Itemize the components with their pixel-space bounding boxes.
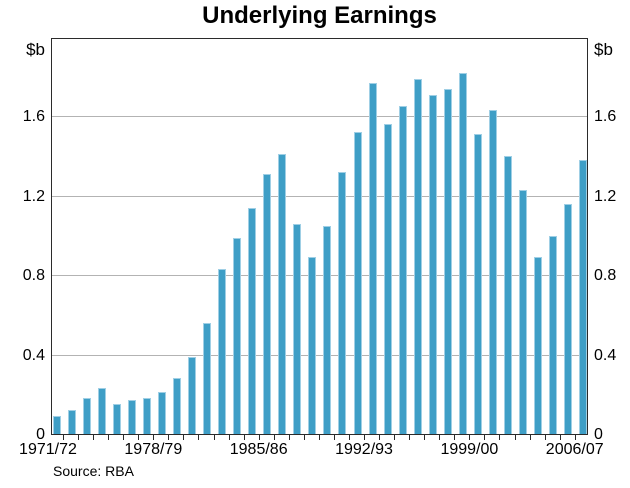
x-tick bbox=[153, 435, 155, 440]
x-tick bbox=[409, 435, 411, 440]
y-axis-unit-left: $b bbox=[26, 40, 45, 59]
bar-1976/77 bbox=[127, 400, 136, 434]
bar-1983/84 bbox=[233, 237, 242, 434]
y-tick-label-right-1.2: 1.2 bbox=[594, 187, 617, 205]
bar-1975/76 bbox=[112, 404, 121, 434]
x-tick bbox=[574, 435, 576, 440]
bar-1980/81 bbox=[187, 356, 196, 434]
x-tick bbox=[93, 435, 95, 440]
x-tick bbox=[78, 435, 80, 440]
y-tick-label-left-1.6: 1.6 bbox=[22, 108, 45, 126]
bar-1997/98 bbox=[443, 88, 452, 434]
x-tick bbox=[424, 435, 426, 440]
x-tick bbox=[348, 435, 350, 440]
x-tick bbox=[484, 435, 486, 440]
source-note: Source: RBA bbox=[53, 463, 134, 479]
chart-title: Underlying Earnings bbox=[202, 2, 437, 29]
y-tick-label-left-0: 0 bbox=[36, 426, 45, 443]
bar-1989/90 bbox=[323, 225, 332, 434]
x-tick bbox=[559, 435, 561, 440]
x-tick-label-1992/93: 1992/93 bbox=[335, 441, 393, 458]
bar-1974/75 bbox=[97, 388, 106, 434]
bar-2002/03 bbox=[519, 189, 528, 434]
x-tick bbox=[138, 435, 140, 440]
x-tick-label-1999/00: 1999/00 bbox=[440, 441, 499, 458]
bar-1995/96 bbox=[413, 78, 422, 434]
x-tick bbox=[303, 435, 305, 440]
gridline-0.4 bbox=[52, 354, 587, 356]
gridline-1.2 bbox=[52, 195, 587, 197]
bar-2000/01 bbox=[488, 110, 497, 434]
y-tick-label-left-1.2: 1.2 bbox=[22, 187, 45, 205]
bar-1973/74 bbox=[82, 398, 91, 434]
x-tick bbox=[213, 435, 215, 440]
bar-1988/89 bbox=[308, 257, 317, 434]
x-tick bbox=[364, 435, 366, 440]
x-tick bbox=[198, 435, 200, 440]
x-tick bbox=[499, 435, 501, 440]
x-tick-label-1978/79: 1978/79 bbox=[124, 441, 183, 458]
x-tick bbox=[228, 435, 230, 440]
x-tick bbox=[379, 435, 381, 440]
bar-1991/92 bbox=[353, 132, 362, 434]
bar-1994/95 bbox=[398, 106, 407, 434]
x-tick bbox=[514, 435, 516, 440]
x-tick bbox=[258, 435, 260, 440]
bar-1990/91 bbox=[338, 171, 347, 434]
gridline-0.8 bbox=[52, 275, 587, 277]
bar-1979/80 bbox=[172, 378, 181, 434]
plot-area bbox=[51, 38, 588, 435]
bar-1998/99 bbox=[458, 72, 467, 434]
x-tick bbox=[439, 435, 441, 440]
bar-1972/73 bbox=[67, 410, 76, 434]
bar-2003/04 bbox=[534, 257, 543, 434]
x-tick-label-1971/72: 1971/72 bbox=[19, 441, 77, 458]
x-tick bbox=[529, 435, 531, 440]
y-tick-label-right-0.4: 0.4 bbox=[594, 346, 617, 364]
bar-2001/02 bbox=[504, 156, 512, 434]
gridline-1.6 bbox=[52, 116, 587, 118]
x-tick bbox=[318, 435, 320, 440]
bar-1993/94 bbox=[383, 124, 392, 434]
bar-1986/87 bbox=[278, 154, 287, 434]
x-tick bbox=[394, 435, 396, 440]
bar-1971/72 bbox=[52, 416, 61, 434]
y-axis-unit-right: $b bbox=[594, 40, 613, 59]
x-tick bbox=[63, 435, 65, 440]
x-tick bbox=[183, 435, 185, 440]
bar-1978/79 bbox=[157, 392, 166, 434]
bar-1981/82 bbox=[203, 322, 211, 434]
bar-2004/05 bbox=[549, 235, 558, 434]
x-tick bbox=[288, 435, 290, 440]
bar-1977/78 bbox=[142, 398, 151, 434]
x-tick bbox=[108, 435, 110, 440]
bar-1982/83 bbox=[218, 269, 227, 434]
x-tick bbox=[168, 435, 170, 440]
bar-2006/07 bbox=[579, 160, 588, 434]
y-tick-label-left-0.4: 0.4 bbox=[22, 346, 45, 364]
x-tick-label-2006/07: 2006/07 bbox=[545, 441, 604, 458]
bar-1999/00 bbox=[473, 134, 482, 434]
x-tick bbox=[544, 435, 546, 440]
bar-1985/86 bbox=[263, 173, 272, 434]
y-tick-label-left-0.8: 0.8 bbox=[22, 267, 45, 285]
bar-1992/93 bbox=[368, 82, 377, 434]
x-tick-label-1985/86: 1985/86 bbox=[229, 441, 288, 458]
y-tick-label-right-1.6: 1.6 bbox=[594, 108, 617, 126]
x-tick bbox=[273, 435, 275, 440]
x-tick bbox=[333, 435, 335, 440]
x-tick bbox=[469, 435, 471, 440]
y-tick-label-right-0.8: 0.8 bbox=[594, 267, 617, 285]
bar-1987/88 bbox=[293, 223, 302, 434]
x-tick bbox=[454, 435, 456, 440]
bar-1984/85 bbox=[248, 207, 257, 434]
bar-2005/06 bbox=[564, 203, 573, 434]
x-tick bbox=[243, 435, 245, 440]
y-tick-label-right-0: 0 bbox=[594, 426, 603, 443]
bar-1996/97 bbox=[428, 94, 437, 434]
x-tick bbox=[123, 435, 125, 440]
